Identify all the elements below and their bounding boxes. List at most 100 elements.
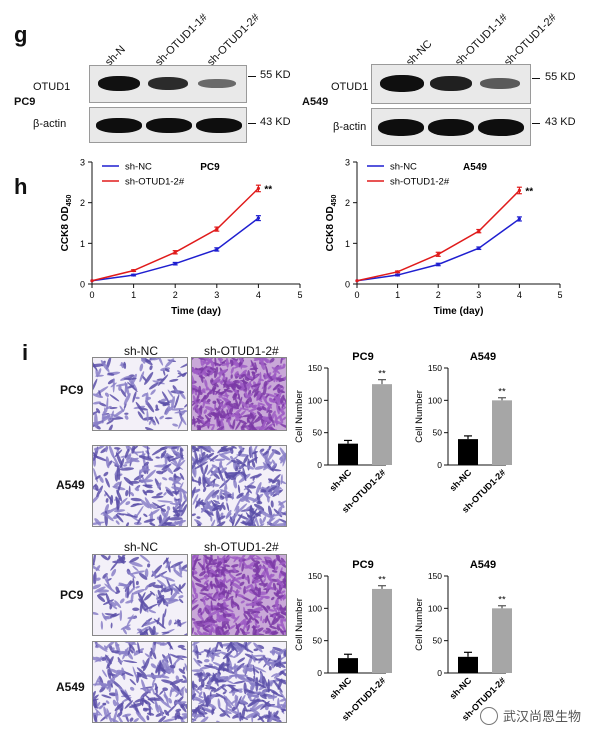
cell [97, 368, 102, 377]
cell [161, 391, 170, 404]
cell [172, 509, 184, 513]
cell [146, 409, 149, 423]
cell [144, 619, 159, 627]
cell [229, 424, 234, 429]
cell [204, 464, 209, 475]
y-axis-label: Cell Number [294, 598, 305, 651]
cell [278, 518, 286, 526]
cell [203, 588, 209, 592]
cell [220, 686, 228, 692]
cell [267, 422, 275, 428]
cell [217, 673, 221, 681]
cell [149, 650, 153, 658]
cell [93, 584, 102, 590]
cell [271, 410, 276, 420]
cell [192, 556, 199, 568]
cell [192, 680, 195, 690]
x-tick-label: sh-NC [448, 467, 474, 493]
cell [143, 592, 153, 601]
cell [276, 624, 281, 631]
cell [237, 707, 240, 720]
cell [222, 410, 226, 416]
cell [204, 595, 208, 601]
cell [246, 375, 254, 380]
cell [164, 709, 170, 716]
cell [269, 573, 275, 578]
cell [257, 523, 265, 526]
cell [135, 585, 140, 589]
cell [279, 390, 286, 394]
cell [160, 587, 167, 593]
cell [263, 380, 268, 387]
cell [206, 465, 215, 476]
cell [225, 679, 235, 685]
cell [168, 516, 183, 521]
cell [283, 649, 286, 657]
band [430, 76, 472, 91]
cell [132, 666, 138, 680]
cell [193, 401, 198, 411]
cell [197, 613, 204, 621]
cell [128, 485, 131, 498]
cell [119, 598, 125, 604]
cell [280, 708, 286, 712]
cell [192, 642, 203, 646]
cell [271, 647, 276, 656]
cell [108, 677, 116, 689]
cell [120, 388, 127, 398]
cell [192, 566, 195, 571]
cell [207, 387, 216, 395]
cell [197, 650, 207, 655]
cell [192, 713, 203, 718]
cell [165, 704, 177, 715]
cell-layer [93, 555, 187, 635]
cell [249, 474, 263, 479]
cell [144, 371, 154, 385]
band [148, 77, 188, 90]
cell [93, 401, 102, 405]
y-tick-label: 1 [345, 239, 350, 249]
cell [106, 397, 109, 413]
size-marker [532, 123, 540, 124]
cell [210, 500, 218, 510]
cell [153, 618, 166, 629]
cell [235, 398, 239, 409]
cell [162, 576, 176, 582]
band [96, 118, 142, 133]
cell [264, 393, 270, 399]
cell [105, 573, 110, 587]
cell [268, 711, 276, 722]
cell [232, 642, 241, 652]
cell [226, 663, 230, 667]
cell [93, 393, 104, 399]
cell [223, 477, 228, 490]
micrograph-pc9-shnc [92, 357, 188, 431]
cell [95, 408, 101, 414]
cell [262, 516, 267, 524]
cell [204, 607, 210, 615]
cell [115, 497, 119, 512]
cell [111, 568, 117, 577]
cell [178, 518, 183, 526]
cell [154, 408, 160, 411]
cell [163, 516, 171, 524]
cell [112, 699, 117, 707]
cell [275, 482, 280, 496]
cell [206, 618, 218, 623]
cell [245, 398, 249, 406]
cell [95, 577, 101, 581]
x-tick-label: 2 [436, 290, 441, 300]
x-tick-label: 4 [256, 290, 261, 300]
cell [243, 709, 253, 712]
cell [267, 426, 276, 430]
cell [103, 645, 108, 651]
cell [112, 709, 118, 722]
cell [104, 583, 117, 594]
cell [220, 387, 230, 396]
cell [200, 374, 204, 384]
cell [220, 629, 223, 635]
blot-strip-otud1 [371, 64, 531, 104]
size-marker [248, 76, 256, 77]
cell [222, 710, 232, 714]
cell [261, 406, 267, 411]
